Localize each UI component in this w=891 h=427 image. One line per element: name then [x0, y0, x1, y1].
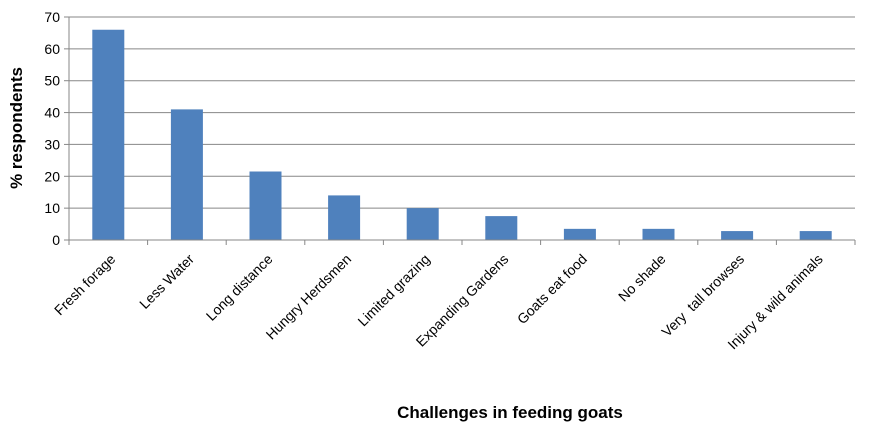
x-tick-label: Hungry Herdsmen [263, 251, 355, 343]
y-tick-label: 40 [44, 105, 60, 121]
x-tick-label: Very tall browses [658, 251, 747, 340]
x-tick-label: No shade [615, 251, 669, 305]
bar [485, 216, 518, 240]
y-axis-title: % respondents [7, 67, 26, 189]
y-tick-label: 30 [44, 136, 60, 152]
y-axis-ticks: 0 10 20 30 40 50 60 70 [44, 9, 69, 248]
bar [328, 195, 361, 240]
bar [721, 231, 754, 240]
y-tick-label: 0 [52, 232, 60, 248]
bar [170, 109, 203, 240]
bar [642, 228, 675, 240]
x-tick-label: Less Water [136, 251, 197, 312]
x-axis-ticks: Fresh forage Less Water Long distanceHungr… [51, 240, 856, 352]
y-tick-label: 70 [44, 9, 60, 25]
bar [799, 231, 832, 240]
bar [563, 228, 596, 240]
y-tick-label: 60 [44, 41, 60, 57]
x-tick-label: Fresh forage [51, 251, 119, 319]
y-tick-label: 50 [44, 73, 60, 89]
x-axis-title: Challenges in feeding goats [397, 403, 623, 422]
x-tick-label: Goats eat food [514, 251, 590, 327]
bar [249, 171, 282, 240]
x-tick-label: Long distance [203, 251, 276, 324]
bar [92, 29, 125, 240]
y-tick-label: 10 [44, 200, 60, 216]
x-tick-label: Limited grazing [354, 251, 432, 329]
y-tick-label: 20 [44, 168, 60, 184]
bar [406, 208, 439, 240]
bars [92, 29, 832, 240]
